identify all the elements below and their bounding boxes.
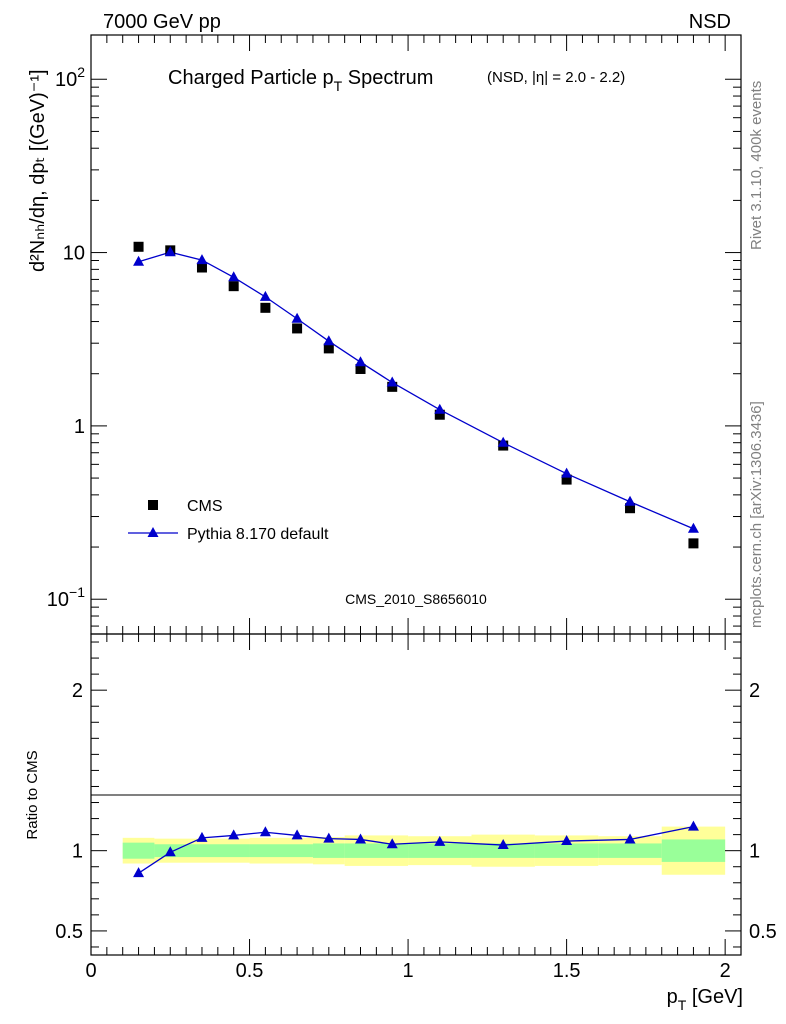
cms-point [323, 343, 334, 354]
cms-point [434, 409, 445, 420]
ratio-point [196, 831, 208, 842]
cms-point [688, 538, 699, 549]
pythia-point [133, 255, 145, 266]
ratio-point [624, 833, 636, 844]
ratio-point [386, 838, 398, 849]
header-left: 7000 GeV pp [103, 11, 221, 33]
pythia-point [259, 290, 271, 301]
x-axis-label: pT [GeV] [667, 986, 743, 1013]
pythia-point [323, 335, 335, 346]
ratio-point [687, 820, 699, 831]
ratio-inner-band [534, 843, 599, 858]
cms-point [355, 363, 366, 374]
ratio-point [434, 835, 446, 846]
x-tick-labels: 0 0.5 1 1.5 2 [85, 960, 730, 982]
ratio-point [497, 839, 509, 850]
ratio-inner-band [249, 844, 313, 858]
cms-point [387, 381, 398, 392]
main-frame [90, 34, 742, 635]
ratio-y-tick-label-right: 0.5 [749, 921, 777, 943]
ratio-point [133, 867, 145, 878]
pythia-point [561, 467, 573, 478]
ratio-inner-band [154, 844, 250, 858]
ratio-panel: 0.5 0.51 12 2 Ratio to CMS 0 0.5 1 1.5 2 pT [Ge… [24, 633, 777, 1013]
legend-cms-label: CMS [187, 498, 223, 515]
main-y-tick-label: 10 [63, 243, 85, 265]
cms-point [561, 474, 572, 485]
legend: CMS Pythia 8.170 default [128, 498, 329, 543]
rivet-label: Rivet 3.1.10, 400k events [748, 81, 765, 250]
x-tick-label: 1 [403, 960, 414, 982]
cms-point [260, 302, 271, 313]
pythia-point [386, 376, 398, 387]
chart-title: Charged Particle pT Spectrum [168, 67, 433, 94]
main-y-tick-label: 10−1 [47, 584, 85, 611]
main-y-axis-label: d²Nₙₕ/dη, dpₜ [(GeV)⁻¹] [27, 69, 49, 272]
cms-point [133, 241, 144, 252]
ratio-y-tick-label-right: 2 [749, 680, 760, 702]
ratio-point [323, 832, 335, 843]
ratio-inner-band [312, 843, 345, 858]
ratio-inner-band [598, 843, 662, 858]
main-y-tick-label: 1 [74, 416, 85, 438]
x-tick-label: 0 [85, 960, 96, 982]
pythia-point [355, 356, 367, 367]
cms-point [196, 262, 207, 273]
pythia-series-line [138, 251, 694, 530]
ratio-uncertainty-bands [122, 826, 726, 875]
chart-title-note: (NSD, |η| = 2.0 - 2.2) [487, 69, 625, 86]
pythia-point [228, 271, 240, 282]
header-right: NSD [689, 11, 731, 33]
ratio-line [138, 825, 694, 874]
legend-pythia-label: Pythia 8.170 default [187, 526, 329, 543]
pythia-point [497, 436, 509, 447]
ratio-points [133, 820, 699, 878]
x-tick-label: 2 [720, 960, 731, 982]
cms-point [625, 503, 636, 514]
pythia-line [138, 251, 694, 530]
pythia-point [434, 403, 446, 414]
ratio-y-tick-label-left: 1 [72, 841, 83, 863]
ratio-inner-band [344, 843, 409, 858]
pythia-point [291, 312, 303, 323]
ratio-y-tick-label-right: 1 [749, 841, 760, 863]
ratio-point [228, 829, 240, 840]
main-y-tick-labels: 102 10 1 10−1 [47, 64, 85, 611]
pythia-point [164, 246, 176, 257]
ratio-y-tick-labels: 0.5 0.5 1 1 2 2 [55, 680, 777, 943]
main-y-tick-label: 102 [55, 64, 85, 91]
ratio-inner-band [408, 843, 472, 858]
ratio-point [355, 833, 367, 844]
mcplots-label: mcplots.cern.ch [arXiv:1306.3436] [748, 401, 765, 628]
pythia-point [624, 495, 636, 506]
pythia-point [687, 522, 699, 533]
ratio-frame [90, 633, 742, 956]
ratio-inner-band [471, 843, 535, 858]
ratio-y-axis-label: Ratio to CMS [24, 750, 41, 839]
ratio-axis-ticks [90, 634, 741, 955]
ratio-inner-band [661, 839, 726, 862]
ratio-point [561, 835, 573, 846]
analysis-watermark: CMS_2010_S8656010 [345, 591, 487, 607]
main-axis-ticks [90, 35, 741, 634]
x-tick-label: 1.5 [553, 960, 581, 982]
legend-cms-marker [148, 500, 158, 510]
main-panel: 102 10 1 10−1 CMS_2010_S8656010 Charged Par… [27, 34, 742, 635]
ratio-inner-band [122, 842, 155, 859]
pythia-point [196, 254, 208, 265]
cms-point [228, 281, 239, 292]
ratio-point [291, 829, 303, 840]
ratio-y-tick-label-left: 2 [72, 680, 83, 702]
ratio-y-tick-label-left: 0.5 [55, 921, 83, 943]
ratio-point [164, 846, 176, 857]
ratio-pythia-line [138, 825, 694, 874]
cms-point [292, 323, 303, 334]
ratio-point [259, 826, 271, 837]
x-tick-label: 0.5 [236, 960, 264, 982]
data-points [133, 241, 699, 549]
legend-pythia-marker [147, 527, 159, 537]
